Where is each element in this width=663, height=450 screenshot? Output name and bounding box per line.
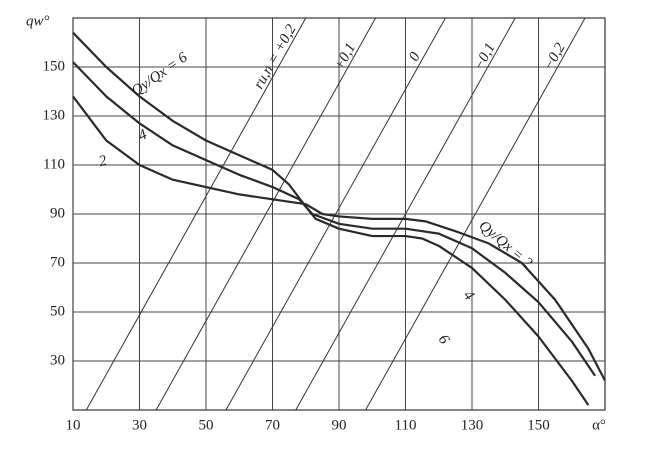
reference-line	[225, 17, 446, 411]
y-tick-label: 30	[50, 352, 65, 368]
curve	[72, 61, 596, 377]
x-tick-label: 110	[395, 417, 417, 433]
reference-line	[295, 17, 516, 411]
x-tick-label: 130	[461, 417, 484, 433]
reference-line	[155, 17, 377, 411]
x-tick-label: 10	[66, 417, 81, 433]
y-axis-label: qw°	[26, 13, 50, 29]
curve-label: 6	[435, 332, 453, 348]
curve	[72, 31, 590, 406]
x-axis-label: α°	[592, 417, 606, 433]
curve-label: Qy/Qx = 6	[129, 49, 191, 99]
x-tick-label: 30	[132, 417, 147, 433]
reference-line	[365, 17, 586, 411]
y-tick-label: 50	[50, 303, 65, 319]
curve-label: 4	[460, 288, 477, 304]
y-tick-label: 110	[43, 156, 65, 172]
y-tick-label: 90	[50, 205, 65, 221]
y-tick-label: 130	[43, 107, 66, 123]
curve-label: 2	[97, 153, 109, 171]
curve	[72, 95, 606, 382]
x-tick-label: 70	[265, 417, 280, 433]
x-tick-label: 50	[199, 417, 214, 433]
x-tick-label: 90	[332, 417, 347, 433]
y-tick-label: 150	[43, 58, 66, 74]
y-tick-label: 70	[50, 254, 65, 270]
x-tick-label: 150	[527, 417, 550, 433]
reference-line-label: +0,1	[331, 40, 359, 73]
reference-line-label: −0,2	[541, 40, 569, 73]
reference-line-label: −0,1	[471, 40, 499, 73]
curve-label: Qy/Qx = 2	[476, 218, 536, 272]
reference-line-label: ru,n = +0,2	[251, 22, 300, 92]
reference-line-label: 0	[406, 49, 424, 64]
reference-line	[85, 17, 307, 411]
